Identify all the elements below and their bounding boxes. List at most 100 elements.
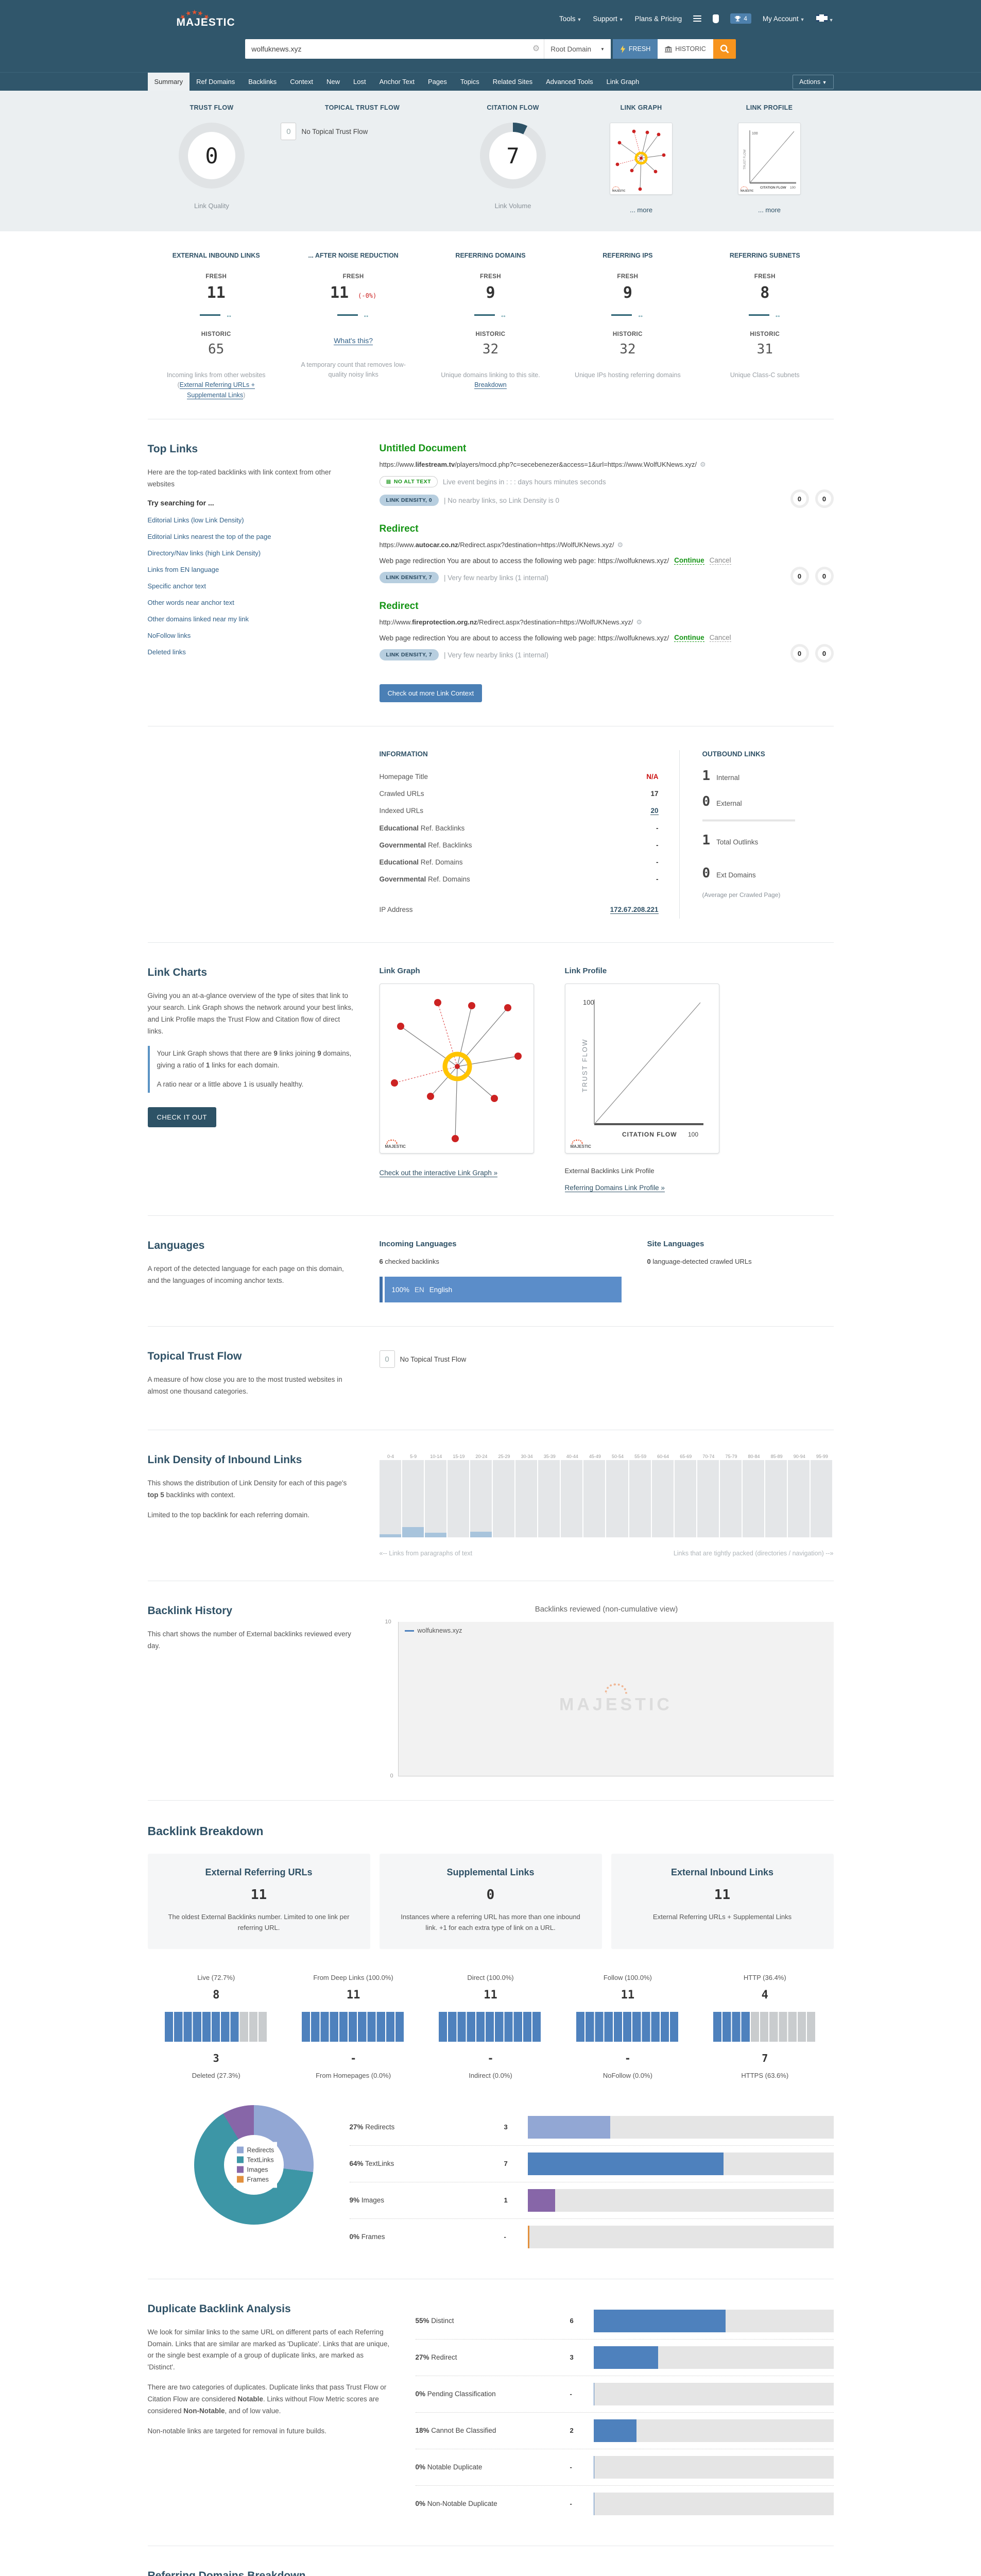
menu-tools[interactable]: Tools ▼: [559, 14, 582, 23]
fresh-value: 11: [330, 284, 349, 302]
svg-text:TRUST FLOW: TRUST FLOW: [581, 1039, 589, 1092]
link-graph-thumbnail[interactable]: MAJESTIC: [610, 123, 673, 195]
tab-backlinks[interactable]: Backlinks: [248, 78, 277, 86]
top-link-entry: Redirect http://www.fireprotection.org.n…: [379, 601, 834, 663]
historic-index-button[interactable]: HISTORIC: [658, 39, 713, 59]
trust-flow-gauge[interactable]: 0: [178, 123, 245, 189]
try-link-directory-nav[interactable]: Directory/Nav links (high Link Density): [147, 549, 261, 557]
link-context-button[interactable]: Check out more Link Context: [379, 684, 483, 703]
tab-lost[interactable]: Lost: [353, 78, 366, 86]
indexed-urls-link[interactable]: 20: [650, 807, 659, 816]
menu-plans-pricing[interactable]: Plans & Pricing: [634, 14, 682, 23]
link-graph-card[interactable]: MAJESTIC: [379, 984, 534, 1154]
search-options-gear-icon[interactable]: ⚙: [532, 44, 540, 53]
card-external-referring-urls: External Referring URLs 11 The oldest Ex…: [147, 1854, 370, 1949]
entry-url[interactable]: http://www.fireprotection.org.nz/Redirec…: [379, 618, 643, 626]
bucket-icon[interactable]: [713, 14, 719, 23]
tab-pages[interactable]: Pages: [428, 78, 447, 86]
stat-after-noise-reduction: ... AFTER NOISE REDUCTION FRESH 11 (-0%)…: [285, 252, 422, 400]
link-types-donut[interactable]: Redirects TextLinks Images Frames: [194, 2105, 314, 2225]
continue-link[interactable]: Continue: [674, 556, 704, 565]
stat-title: EXTERNAL INBOUND LINKS: [172, 252, 260, 259]
actions-button[interactable]: Actions ▼: [793, 74, 834, 89]
fresh-index-button[interactable]: FRESH: [612, 39, 658, 59]
tab-link-graph[interactable]: Link Graph: [606, 78, 640, 86]
try-link-domains-near-link[interactable]: Other domains linked near my link: [147, 615, 249, 623]
tab-context[interactable]: Context: [290, 78, 313, 86]
external-referring-urls-link[interactable]: External Referring URLs + Supplemental L…: [179, 381, 255, 399]
try-link-editorial-top[interactable]: Editorial Links nearest the top of the p…: [147, 533, 271, 540]
backlink-history-heading: Backlink History: [147, 1605, 233, 1617]
fresh-historic-divider: ↔: [295, 311, 411, 319]
tab-related-sites[interactable]: Related Sites: [492, 78, 533, 86]
try-link-nofollow[interactable]: NoFollow links: [147, 632, 191, 639]
fresh-label: FRESH: [205, 274, 227, 280]
cancel-link[interactable]: Cancel: [709, 556, 731, 565]
breakdown-link[interactable]: Breakdown: [474, 381, 507, 389]
tab-topics[interactable]: Topics: [460, 78, 479, 86]
gear-icon[interactable]: ⚙: [699, 461, 706, 469]
citation-flow-gauge[interactable]: 7: [480, 123, 546, 189]
top-links-section: Top Links Here are the top-rated backlin…: [148, 433, 834, 713]
check-it-out-button[interactable]: CHECK IT OUT: [147, 1107, 216, 1127]
tab-anchor-text[interactable]: Anchor Text: [379, 78, 415, 86]
try-link-en-language[interactable]: Links from EN language: [147, 566, 219, 573]
gear-icon[interactable]: ⚙: [617, 541, 624, 549]
list-icon[interactable]: [693, 14, 702, 23]
menu-support[interactable]: Support ▼: [593, 14, 624, 23]
try-link-deleted[interactable]: Deleted links: [147, 648, 186, 656]
link-graph-more-link[interactable]: ... more: [629, 206, 653, 214]
ip-address-link[interactable]: 172.67.208.221: [610, 906, 659, 914]
backlink-history-chart[interactable]: 10 0 wolfuknews.xyz MAJESTIC: [385, 1619, 834, 1779]
tab-summary[interactable]: Summary: [147, 73, 190, 91]
entry-url[interactable]: https://www.lifestream.tv/players/mocd.p…: [379, 461, 706, 469]
scope-select[interactable]: Root Domain ▼: [544, 39, 611, 59]
link-density-section: Link Density of Inbound Links This shows…: [148, 1444, 834, 1567]
link-profile-more-link[interactable]: ... more: [758, 206, 781, 214]
languages-heading: Languages: [147, 1240, 205, 1252]
entry-url[interactable]: https://www.autocar.co.nz/Redirect.aspx?…: [379, 541, 624, 549]
language-selector[interactable]: ▼: [816, 14, 834, 23]
link-type-row-redirects: 27% Redirects 3: [349, 2109, 834, 2146]
fresh-value: 11: [206, 284, 226, 302]
my-account-menu[interactable]: My Account ▼: [762, 14, 805, 23]
historic-value: 31: [756, 342, 773, 357]
search-button[interactable]: [713, 39, 736, 59]
link-charts-section: Link Charts Giving you an at-a-glance ov…: [147, 956, 834, 1202]
cancel-link[interactable]: Cancel: [709, 634, 731, 642]
entry-context-text: Web page redirection You are about to ac…: [379, 556, 669, 565]
try-link-specific-anchor[interactable]: Specific anchor text: [147, 582, 206, 590]
tab-new[interactable]: New: [326, 78, 340, 86]
incoming-language-bar[interactable]: 100% EN English: [379, 1277, 622, 1303]
referring-domains-profile-link[interactable]: Referring Domains Link Profile »: [564, 1184, 665, 1193]
duplicate-analysis-section: Duplicate Backlink Analysis We look for …: [148, 2293, 834, 2532]
link-density-badge: LINK DENSITY, 7: [379, 649, 439, 661]
tab-ref-domains[interactable]: Ref Domains: [196, 78, 235, 86]
trophy-badge[interactable]: 4: [730, 13, 751, 24]
link-density-histogram[interactable]: 0-4 5-9 10-14 15-19 20-24 25-29 30-34 35-39 40-4…: [379, 1454, 834, 1557]
refdom-row-total: Referring Domains 9: [416, 2570, 834, 2576]
trust-flow-mini-gauge: 0: [790, 644, 809, 663]
interactive-link-graph-link[interactable]: Check out the interactive Link Graph »: [379, 1169, 498, 1178]
majestic-logo[interactable]: ★★★★★ MAJESTIC: [148, 5, 235, 29]
search-input[interactable]: [245, 39, 544, 59]
link-density-heading: Link Density of Inbound Links: [147, 1454, 302, 1466]
stat-description: Unique Class-C subnets: [730, 371, 800, 379]
link-density-note: Limited to the top backlink for each ref…: [147, 1511, 309, 1519]
link-profile-thumbnail[interactable]: 100 TRUST FLOW CITATION FLOW 100 MAJESTI…: [738, 123, 801, 195]
card-value: 11: [714, 1887, 731, 1903]
continue-link[interactable]: Continue: [674, 634, 704, 642]
outbound-links-panel: OUTBOUND LINKS 1 Internal 0 External 1 Tota…: [679, 750, 834, 919]
tab-advanced-tools[interactable]: Advanced Tools: [546, 78, 593, 86]
outbound-links-title: OUTBOUND LINKS: [702, 750, 765, 758]
referring-domains-breakdown-heading: Referring Domains Breakdown: [147, 2569, 306, 2576]
backlink-history-description: This chart shows the number of External …: [147, 1630, 351, 1650]
whats-this-link[interactable]: What's this?: [334, 336, 373, 345]
try-link-words-near-anchor[interactable]: Other words near anchor text: [147, 599, 234, 606]
link-profile-card[interactable]: 100 TRUST FLOW CITATION FLOW 100 MAJESTI…: [564, 984, 719, 1154]
try-link-editorial-low[interactable]: Editorial Links (low Link Density): [147, 516, 244, 524]
gear-icon[interactable]: ⚙: [636, 618, 642, 626]
header: ★★★★★ MAJESTIC Tools ▼ Support ▼ Plans & P…: [0, 0, 981, 72]
info-row: Homepage Title N/A: [379, 773, 659, 781]
citation-flow-mini-gauge: 0: [815, 489, 834, 509]
